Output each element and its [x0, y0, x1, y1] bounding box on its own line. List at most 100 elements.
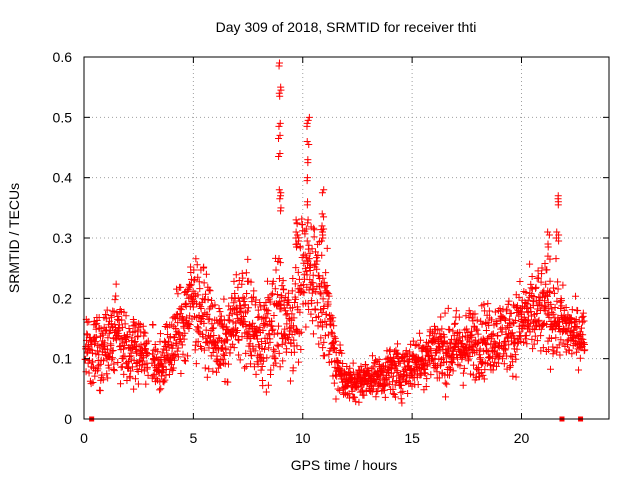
data-point: [556, 298, 564, 306]
data-point-spike: [304, 116, 312, 124]
data-point: [528, 285, 536, 293]
data-point: [450, 355, 458, 363]
data-point: [89, 378, 97, 386]
data-point-spike: [293, 243, 301, 251]
data-point: [229, 340, 237, 348]
data-point: [189, 303, 197, 311]
data-point: [555, 341, 563, 349]
data-point-spike: [293, 219, 301, 227]
data-point: [301, 230, 309, 238]
data-point: [579, 335, 587, 343]
data-point: [249, 319, 257, 327]
data-point: [207, 333, 215, 341]
data-point: [296, 308, 304, 316]
data-point: [271, 285, 279, 293]
data-point: [552, 255, 560, 263]
data-point: [318, 309, 326, 317]
data-point: [505, 297, 513, 305]
data-point: [285, 335, 293, 343]
data-point: [161, 376, 169, 384]
data-point: [302, 267, 310, 275]
data-point: [330, 379, 338, 387]
data-point: [522, 289, 530, 296]
data-point: [437, 360, 445, 368]
data-point: [349, 359, 357, 367]
data-point: [330, 322, 338, 330]
data-point-spike: [277, 192, 285, 200]
data-point: [128, 363, 136, 371]
data-point: [215, 304, 223, 312]
data-point: [523, 305, 531, 313]
data-point: [192, 360, 200, 368]
data-point: [273, 290, 281, 298]
data-point: [423, 375, 431, 383]
data-point: [233, 327, 241, 335]
data-point: [530, 340, 538, 348]
data-point: [493, 320, 501, 328]
data-point: [99, 376, 107, 384]
grid-lines: [84, 57, 609, 419]
data-point: [578, 324, 586, 332]
data-point: [266, 338, 274, 346]
data-point: [528, 335, 536, 343]
data-point: [369, 363, 377, 371]
data-point: [262, 388, 270, 396]
data-point: [241, 364, 249, 372]
data-point: [509, 372, 517, 380]
data-point: [289, 304, 297, 312]
data-point: [127, 367, 135, 375]
data-point: [535, 274, 543, 282]
data-point: [302, 225, 310, 233]
data-point-spike: [304, 159, 312, 167]
data-point: [137, 341, 145, 349]
data-point: [108, 313, 116, 321]
data-point: [242, 363, 250, 371]
data-point: [247, 278, 255, 286]
data-point: [343, 363, 351, 371]
data-point: [306, 249, 314, 257]
data-point: [215, 360, 223, 368]
data-point: [267, 291, 275, 299]
data-point: [402, 347, 410, 355]
data-point: [385, 374, 393, 382]
data-point: [271, 347, 279, 355]
data-point: [473, 326, 481, 334]
data-point: [529, 345, 537, 353]
data-point: [501, 316, 509, 324]
data-point: [393, 367, 401, 375]
data-point: [109, 307, 117, 315]
data-point: [393, 349, 401, 357]
data-point: [527, 284, 535, 292]
data-point: [449, 367, 457, 375]
data-point: [505, 341, 513, 349]
data-point: [224, 316, 232, 324]
data-point: [96, 360, 104, 368]
data-point: [319, 274, 327, 282]
data-point: [81, 356, 89, 364]
data-point: [520, 338, 528, 346]
data-point: [195, 278, 203, 286]
data-point: [230, 277, 238, 285]
data-point: [445, 371, 453, 379]
data-point: [426, 332, 434, 340]
data-point: [391, 393, 399, 401]
data-point: [494, 332, 502, 340]
data-point: [346, 394, 354, 402]
data-point: [487, 316, 495, 324]
data-point: [314, 322, 322, 330]
data-point: [111, 320, 119, 328]
data-point: [467, 342, 475, 350]
data-point: [563, 341, 571, 349]
data-point: [504, 300, 512, 308]
data-point: [291, 280, 299, 288]
data-point: [274, 342, 282, 350]
data-point: [468, 314, 476, 322]
data-point: [224, 360, 232, 368]
data-point: [275, 322, 283, 330]
data-point-spike: [275, 186, 283, 194]
data-point: [329, 314, 337, 322]
data-point: [427, 371, 435, 379]
data-point: [484, 300, 492, 308]
data-point: [562, 303, 570, 311]
data-point: [318, 251, 326, 259]
